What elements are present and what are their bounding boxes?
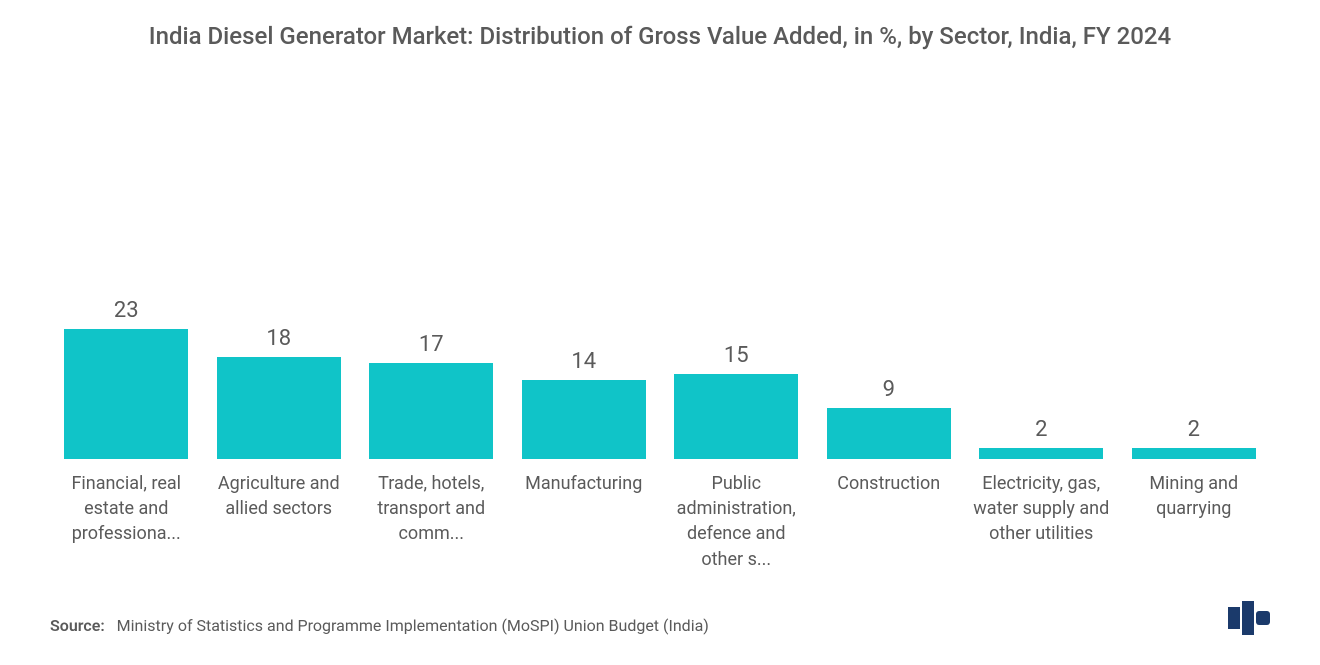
bar-value: 2	[1188, 417, 1200, 442]
footer: Source: Ministry of Statistics and Progr…	[40, 581, 1280, 645]
bar	[827, 408, 951, 459]
logo-bar-icon	[1228, 607, 1240, 629]
bar-label: Construction	[819, 471, 960, 571]
chart-title: India Diesel Generator Market: Distribut…	[149, 20, 1171, 52]
bar-label: Public administration, defence and other…	[666, 471, 807, 571]
bar-label: Electricity, gas, water supply and other…	[971, 471, 1112, 571]
bar	[522, 380, 646, 459]
bar-group-4: 15 Public administration, defence and oth…	[666, 343, 807, 571]
bar-value: 9	[883, 377, 895, 402]
bar-group-6: 2 Electricity, gas, water supply and othe…	[971, 417, 1112, 571]
bar-label: Trade, hotels, transport and comm...	[361, 471, 502, 571]
source-text: Ministry of Statistics and Programme Imp…	[117, 616, 709, 635]
bar-value: 2	[1035, 417, 1047, 442]
logo-bar-icon	[1256, 611, 1270, 625]
bar	[674, 374, 798, 459]
bar-value: 23	[114, 298, 139, 323]
logo-bar-icon	[1242, 601, 1254, 635]
bar-group-7: 2 Mining and quarrying	[1124, 417, 1265, 571]
bar-label: Agriculture and allied sectors	[209, 471, 350, 571]
bar-value: 15	[724, 343, 749, 368]
bar-group-5: 9 Construction	[819, 377, 960, 571]
bar-group-0: 23 Financial, real estate and professiona…	[56, 298, 197, 571]
bar-value: 14	[571, 349, 596, 374]
bar-group-1: 18 Agriculture and allied sectors	[209, 326, 350, 571]
bar	[64, 329, 188, 459]
bar-label: Mining and quarrying	[1124, 471, 1265, 571]
bar-value: 17	[419, 332, 444, 357]
bar-group-2: 17 Trade, hotels, transport and comm...	[361, 332, 502, 571]
chart-container: India Diesel Generator Market: Distribut…	[0, 0, 1320, 665]
bar	[217, 357, 341, 459]
source-line: Source: Ministry of Statistics and Progr…	[50, 616, 709, 635]
source-label: Source:	[50, 616, 105, 635]
bar-label: Manufacturing	[514, 471, 655, 571]
bar	[1132, 448, 1256, 459]
bar-label: Financial, real estate and professiona..…	[56, 471, 197, 571]
brand-logo	[1228, 601, 1270, 635]
chart-area: 23 Financial, real estate and professiona…	[40, 62, 1280, 581]
bar-value: 18	[266, 326, 291, 351]
bar	[979, 448, 1103, 459]
bar-group-3: 14 Manufacturing	[514, 349, 655, 571]
bar	[369, 363, 493, 459]
